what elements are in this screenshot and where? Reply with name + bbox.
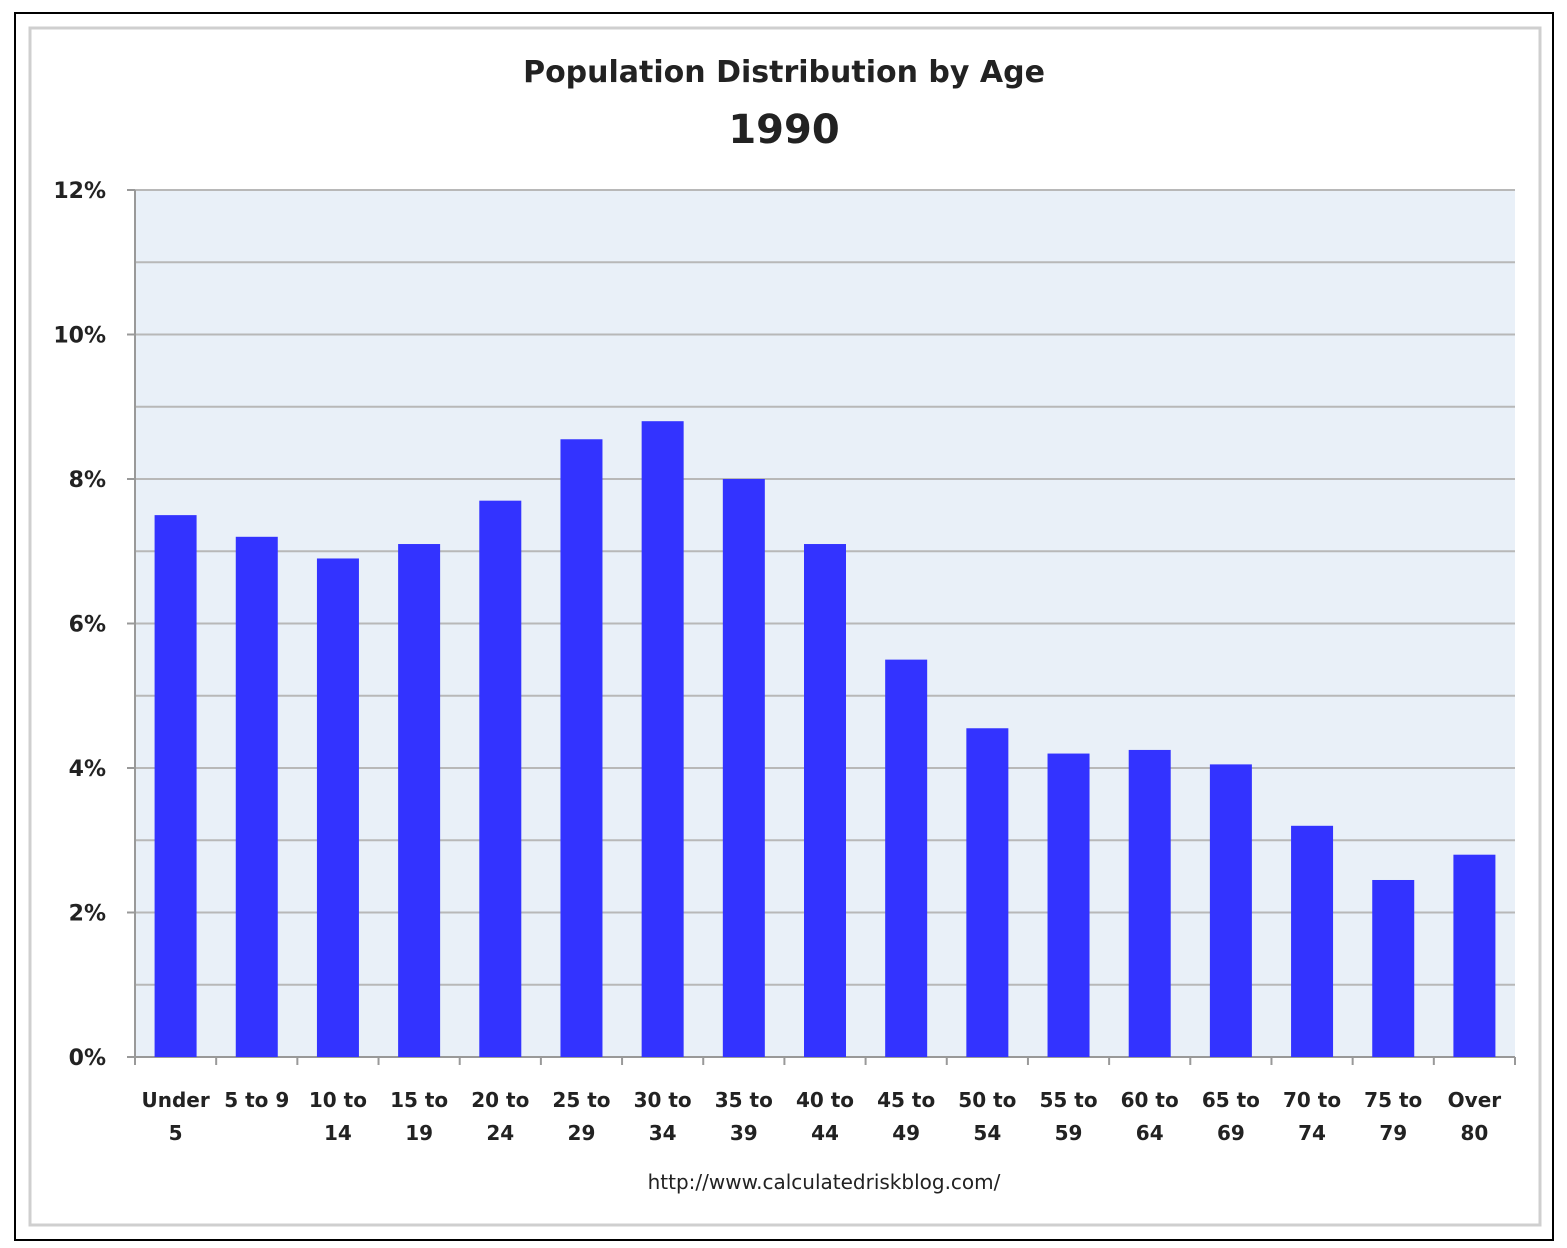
bar: [398, 544, 441, 1057]
bar: [154, 515, 197, 1057]
x-tick-label: Over: [1448, 1088, 1502, 1112]
bar: [560, 439, 603, 1057]
bar: [235, 536, 278, 1057]
x-tick-label: 10 to: [309, 1088, 367, 1112]
x-tick-label: 29: [568, 1121, 596, 1145]
x-tick-label: 75 to: [1364, 1088, 1422, 1112]
x-tick-label: 70 to: [1283, 1088, 1341, 1112]
x-tick-label: 45 to: [877, 1088, 935, 1112]
bar: [1047, 753, 1090, 1057]
x-tick-label: 25 to: [552, 1088, 610, 1112]
x-tick-label: 15 to: [390, 1088, 448, 1112]
y-tick-label: 6%: [69, 613, 106, 638]
y-tick-label: 10%: [53, 324, 106, 349]
bar: [316, 558, 359, 1057]
x-tick-label: Under: [141, 1088, 209, 1112]
x-tick-label: 80: [1460, 1121, 1488, 1145]
x-tick-label: 79: [1379, 1121, 1407, 1145]
bar: [966, 728, 1009, 1057]
x-tick-label: 20 to: [471, 1088, 529, 1112]
bar: [885, 659, 928, 1057]
y-tick-label: 4%: [69, 757, 106, 782]
bar: [1291, 825, 1334, 1057]
x-tick-label: 74: [1298, 1121, 1326, 1145]
x-tick-label: 44: [811, 1121, 839, 1145]
x-tick-label: 64: [1136, 1121, 1164, 1145]
y-tick-label: 0%: [69, 1046, 106, 1071]
x-tick-label: 55 to: [1039, 1088, 1097, 1112]
bar: [1128, 749, 1171, 1057]
bar: [479, 500, 522, 1057]
bar: [722, 479, 765, 1057]
x-tick-label: 14: [324, 1121, 352, 1145]
x-tick-label: 40 to: [796, 1088, 854, 1112]
y-tick-label: 12%: [53, 179, 106, 204]
y-tick-label: 8%: [69, 468, 106, 493]
chart-subtitle: 1990: [728, 107, 839, 153]
bar: [1209, 764, 1252, 1057]
x-tick-label: 24: [486, 1121, 514, 1145]
source-url: http://www.calculatedriskblog.com/: [648, 1170, 1001, 1194]
bar: [641, 421, 684, 1057]
x-tick-label: 69: [1217, 1121, 1245, 1145]
x-tick-label: 5: [169, 1121, 183, 1145]
x-tick-label: 30 to: [634, 1088, 692, 1112]
bar: [804, 544, 846, 1057]
x-tick-label: 49: [892, 1121, 920, 1145]
x-tick-label: 35 to: [715, 1088, 773, 1112]
bar: [1372, 879, 1415, 1057]
x-tick-label: 39: [730, 1121, 758, 1145]
x-tick-label: 59: [1055, 1121, 1083, 1145]
chart-title: Population Distribution by Age: [523, 55, 1045, 90]
x-tick-label: 65 to: [1202, 1088, 1260, 1112]
x-tick-label: 60 to: [1121, 1088, 1179, 1112]
x-tick-label: 54: [973, 1121, 1001, 1145]
x-tick-label: 50 to: [958, 1088, 1016, 1112]
x-tick-label: 34: [649, 1121, 677, 1145]
x-tick-label: 5 to 9: [224, 1088, 289, 1112]
bar: [1453, 854, 1496, 1057]
y-tick-label: 2%: [69, 902, 106, 927]
x-tick-label: 19: [405, 1121, 433, 1145]
